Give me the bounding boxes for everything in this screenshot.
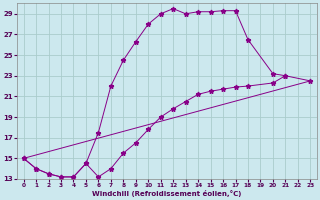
X-axis label: Windchill (Refroidissement éolien,°C): Windchill (Refroidissement éolien,°C) — [92, 190, 242, 197]
